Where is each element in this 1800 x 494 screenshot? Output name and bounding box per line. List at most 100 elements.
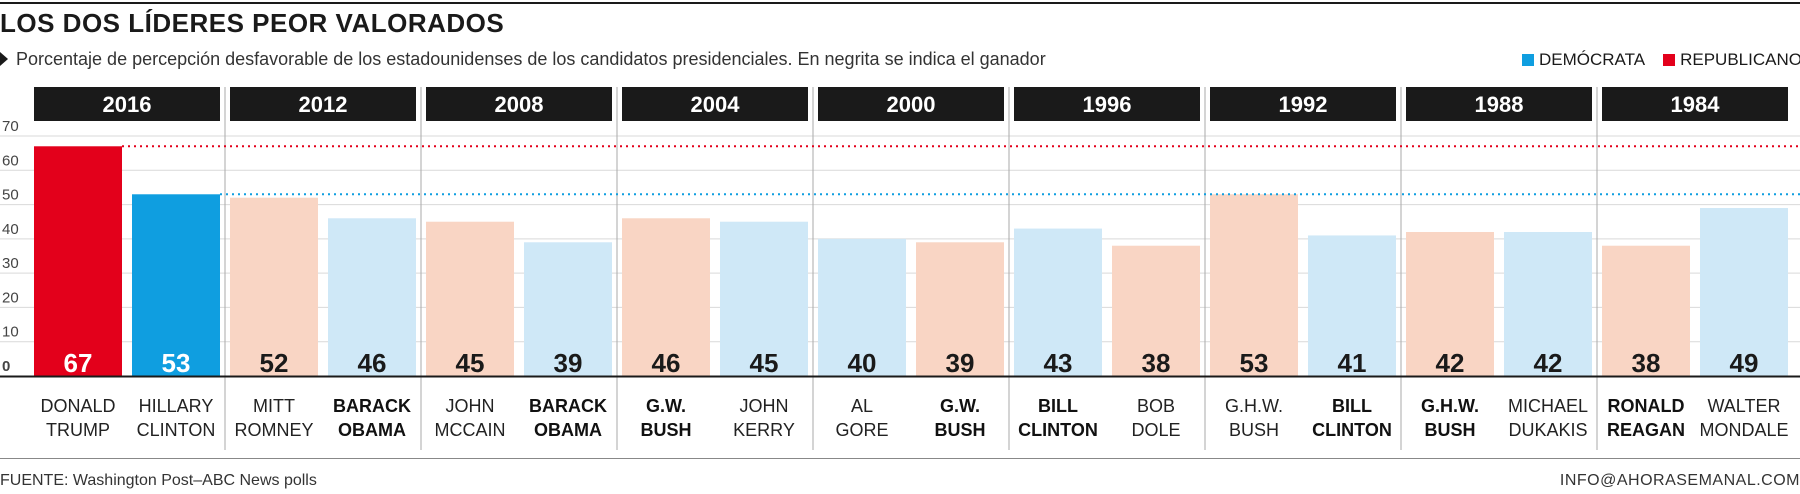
bar (1406, 232, 1494, 376)
bottom-rule (0, 458, 1800, 459)
candidate-name: JOHN (740, 396, 789, 416)
candidate-name: HILLARY (139, 396, 214, 416)
data-label: 46 (652, 348, 681, 378)
candidate-name: BUSH (640, 420, 691, 440)
y-tick-label: 50 (2, 187, 19, 204)
candidate-name: JOHN (446, 396, 495, 416)
legend-label-republican: REPUBLICANO (1680, 50, 1800, 69)
candidate-name: DONALD (40, 396, 115, 416)
bar (1602, 245, 1690, 376)
candidate-name: CLINTON (137, 420, 216, 440)
candidate-name: MONDALE (1699, 420, 1788, 440)
candidate-name: ROMNEY (234, 420, 313, 440)
bar (1504, 232, 1592, 376)
data-label: 43 (1044, 348, 1073, 378)
bar (1014, 228, 1102, 376)
y-tick-label: 70 (2, 118, 19, 135)
y-tick-label: 10 (2, 324, 19, 341)
candidate-name: MICHAEL (1508, 396, 1588, 416)
year-header (1014, 87, 1200, 121)
data-label: 45 (750, 348, 779, 378)
candidate-name: BUSH (1424, 420, 1475, 440)
bar (426, 221, 514, 376)
bar (1112, 245, 1200, 376)
bar (524, 242, 612, 376)
candidate-name: DUKAKIS (1508, 420, 1587, 440)
bar (1210, 194, 1298, 376)
chart-title: LOS DOS LÍDERES PEOR VALORADOS (0, 8, 505, 38)
candidate-name: G.H.W. (1225, 396, 1283, 416)
bullet-triangle-icon (0, 52, 8, 66)
candidate-name: BUSH (934, 420, 985, 440)
year-label: 2012 (299, 92, 348, 117)
year-header (426, 87, 612, 121)
year-header (1406, 87, 1592, 121)
data-label: 39 (946, 348, 975, 378)
bar (132, 194, 220, 376)
candidate-name: KERRY (733, 420, 795, 440)
bar (916, 242, 1004, 376)
candidate-name: OBAMA (338, 420, 406, 440)
source-note: FUENTE: Washington Post–ABC News polls (0, 472, 317, 489)
candidate-name: BOB (1137, 396, 1175, 416)
bar (720, 221, 808, 376)
year-header (818, 87, 1004, 121)
legend-label-democrat: DEMÓCRATA (1539, 50, 1646, 69)
candidate-name: RONALD (1608, 396, 1685, 416)
candidate-name: G.W. (940, 396, 980, 416)
bar (34, 146, 122, 376)
candidate-name: G.H.W. (1421, 396, 1479, 416)
subtitle-text: Porcentaje de percepción desfavorable de… (16, 49, 1046, 69)
candidate-name: BILL (1038, 396, 1078, 416)
year-header (1602, 87, 1788, 121)
data-label: 53 (1240, 348, 1269, 378)
chart-subtitle: Porcentaje de percepción desfavorable de… (0, 49, 1046, 70)
data-label: 41 (1338, 348, 1367, 378)
year-header (34, 87, 220, 121)
year-label: 1984 (1671, 92, 1721, 117)
candidate-name: BUSH (1229, 420, 1279, 440)
data-label: 38 (1632, 348, 1661, 378)
year-header (1210, 87, 1396, 121)
candidate-name: TRUMP (46, 420, 110, 440)
year-label: 2000 (887, 92, 936, 117)
year-label: 1992 (1279, 92, 1328, 117)
year-label: 2004 (691, 92, 741, 117)
candidate-name: GORE (835, 420, 888, 440)
candidate-name: DOLE (1131, 420, 1180, 440)
data-label: 42 (1436, 348, 1465, 378)
y-tick-label: 30 (2, 255, 19, 272)
candidate-name: BARACK (529, 396, 607, 416)
candidate-name: MITT (253, 396, 295, 416)
candidate-name: AL (851, 396, 873, 416)
data-label: 49 (1730, 348, 1759, 378)
year-label: 1996 (1083, 92, 1132, 117)
data-label: 38 (1142, 348, 1171, 378)
candidate-name: REAGAN (1607, 420, 1685, 440)
legend-swatch-democrat (1522, 54, 1534, 66)
legend: DEMÓCRATA REPUBLICANO (1522, 50, 1800, 70)
credit: INFO@AHORASEMANAL.COM (1559, 472, 1800, 489)
candidate-name: WALTER (1707, 396, 1780, 416)
data-label: 52 (260, 348, 289, 378)
legend-item-republican: REPUBLICANO (1663, 50, 1800, 70)
candidate-name: G.W. (646, 396, 686, 416)
bar (622, 218, 710, 376)
candidate-name: CLINTON (1312, 420, 1392, 440)
data-label: 53 (162, 348, 191, 378)
bar (230, 197, 318, 376)
data-label: 67 (64, 348, 93, 378)
year-label: 1988 (1475, 92, 1524, 117)
year-label: 2016 (103, 92, 152, 117)
year-header (230, 87, 416, 121)
candidate-name: CLINTON (1018, 420, 1098, 440)
data-label: 45 (456, 348, 485, 378)
candidate-name: BILL (1332, 396, 1372, 416)
bar (818, 238, 906, 376)
data-label: 40 (848, 348, 877, 378)
legend-item-democrat: DEMÓCRATA (1522, 50, 1645, 70)
y-tick-label: 0 (2, 358, 10, 375)
year-label: 2008 (495, 92, 544, 117)
candidate-name: MCCAIN (435, 420, 506, 440)
